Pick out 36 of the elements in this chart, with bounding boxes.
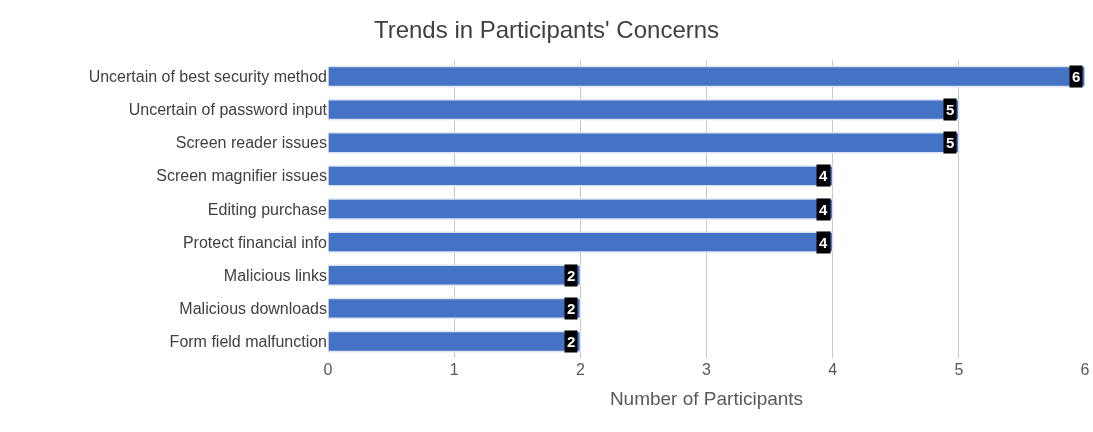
data-label: 4 [819,201,828,218]
data-label: 2 [567,267,576,284]
y-tick-label: Form field malfunction [169,333,327,351]
y-tick-label: Uncertain of password input [128,101,328,119]
y-tick-label: Malicious downloads [179,299,327,317]
y-tick-label: Malicious links [223,266,327,284]
data-label: 5 [946,134,955,151]
data-label: 4 [819,234,828,251]
data-label: 2 [567,333,576,350]
bar [328,297,582,320]
bar [328,264,582,286]
data-label: 5 [946,101,955,118]
y-tick-label: Screen reader issues [175,134,327,152]
chart-title: Trends in Participants' Concerns [373,16,720,44]
bar [328,231,834,253]
x-tick-label: 0 [323,361,333,378]
data-label: 6 [1072,68,1081,85]
data-label: 4 [819,167,828,184]
x-axis-title: Number of Participants [609,387,804,409]
x-tick-label: 6 [1080,361,1090,378]
x-tick-label: 4 [828,361,838,378]
y-tick-label: Screen magnifier issues [156,167,327,185]
bar [328,330,582,353]
bar [328,132,960,154]
x-tick-label: 2 [575,361,585,378]
bar [328,165,834,187]
bar [328,98,960,121]
y-tick-label: Uncertain of best security method [88,68,327,86]
x-tick-label: 1 [449,361,459,378]
bar [328,65,1085,88]
data-label: 2 [567,300,576,317]
x-tick-label: 3 [702,361,712,378]
x-tick-label: 5 [954,361,964,378]
y-tick-label: Editing purchase [207,200,328,218]
bar [328,198,834,220]
y-tick-label: Protect financial info [182,233,328,251]
